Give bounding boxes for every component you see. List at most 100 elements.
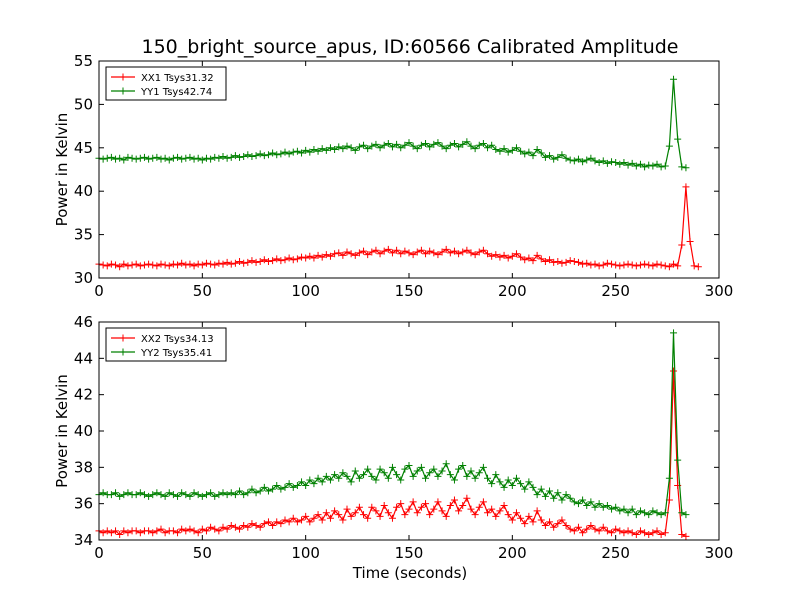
data-point <box>484 250 492 258</box>
data-point <box>570 498 578 506</box>
data-point <box>599 157 607 165</box>
data-point <box>632 162 640 170</box>
data-point <box>558 151 566 159</box>
data-point <box>182 261 190 269</box>
data-point <box>190 489 198 497</box>
data-point <box>273 482 281 489</box>
data-point <box>227 260 235 268</box>
y-tick-label: 38 <box>74 458 93 476</box>
data-point <box>566 257 574 265</box>
data-point <box>517 147 525 155</box>
plot-frame <box>98 60 720 279</box>
data-point <box>157 155 165 163</box>
data-point <box>632 531 640 539</box>
data-point <box>289 514 297 522</box>
data-point <box>136 489 144 497</box>
data-point <box>227 521 235 529</box>
data-point <box>442 245 450 253</box>
data-point <box>310 146 318 154</box>
data-point <box>521 520 529 528</box>
data-point <box>525 512 533 520</box>
data-point <box>533 491 541 499</box>
x-tick-label: 250 <box>601 544 630 562</box>
data-point <box>554 153 562 161</box>
data-point <box>426 469 434 477</box>
data-point <box>401 465 409 473</box>
data-point <box>149 491 157 499</box>
data-point <box>541 258 549 266</box>
x-tick-label: 300 <box>705 282 734 300</box>
data-point <box>347 250 355 258</box>
data-point <box>467 505 475 513</box>
data-point <box>591 525 599 533</box>
data-point <box>645 161 653 169</box>
data-point <box>318 478 326 486</box>
data-point <box>624 161 632 169</box>
data-point <box>608 529 616 537</box>
data-point <box>624 527 632 535</box>
data-point <box>322 509 330 517</box>
data-point <box>397 500 405 508</box>
data-point <box>670 260 678 268</box>
data-point <box>174 529 182 537</box>
data-point <box>397 250 405 258</box>
data-point <box>504 476 512 484</box>
subplot-bottom: 0 50 100 150 200 250 300 34 36 38 40 42 44 46 Power in… <box>53 313 733 562</box>
data-point <box>186 260 194 268</box>
data-point <box>186 153 194 161</box>
data-point <box>99 261 107 269</box>
x-tick-label: 300 <box>705 544 734 562</box>
data-point <box>322 472 330 480</box>
data-point <box>682 183 690 191</box>
data-point <box>335 511 343 519</box>
data-point <box>401 247 409 255</box>
data-point <box>149 261 157 269</box>
data-point <box>264 151 272 159</box>
data-point <box>517 253 525 261</box>
data-point <box>512 250 520 258</box>
data-point <box>471 474 479 482</box>
data-point <box>612 525 620 533</box>
data-point <box>612 503 620 511</box>
legend-box <box>105 66 227 101</box>
data-point <box>661 509 669 517</box>
data-point <box>529 518 537 526</box>
data-point <box>281 516 289 524</box>
data-point <box>500 483 508 491</box>
data-point <box>153 153 161 161</box>
data-point <box>306 476 314 484</box>
data-point <box>558 259 566 267</box>
data-point <box>438 248 446 256</box>
data-point <box>488 252 496 260</box>
data-point <box>302 254 310 262</box>
data-point <box>446 249 454 257</box>
data-point <box>116 531 124 539</box>
data-point <box>198 525 206 533</box>
data-point <box>273 151 281 159</box>
data-point <box>273 255 281 263</box>
data-point <box>190 527 198 535</box>
data-point <box>202 491 210 499</box>
data-point <box>260 520 268 528</box>
data-point <box>161 529 169 537</box>
data-point <box>165 489 173 497</box>
data-point <box>132 260 140 268</box>
data-point <box>512 144 520 152</box>
data-point <box>293 255 301 263</box>
data-point <box>678 241 686 249</box>
data-point <box>632 511 640 519</box>
data-point <box>409 472 417 480</box>
data-point <box>665 142 673 150</box>
data-point <box>670 75 678 83</box>
legend-marker <box>119 334 127 342</box>
data-point <box>145 260 153 268</box>
data-point <box>649 162 657 170</box>
data-point <box>628 529 636 537</box>
data-point <box>331 146 339 154</box>
data-point <box>541 492 549 500</box>
data-point <box>120 491 128 499</box>
data-point <box>595 159 603 167</box>
data-point <box>587 154 595 162</box>
data-point <box>401 141 409 149</box>
data-point <box>190 155 198 163</box>
